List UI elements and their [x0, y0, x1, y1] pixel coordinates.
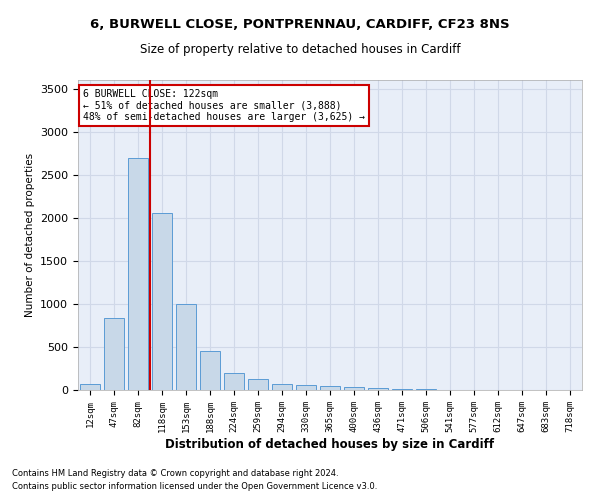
- X-axis label: Distribution of detached houses by size in Cardiff: Distribution of detached houses by size …: [166, 438, 494, 450]
- Bar: [392, 389, 412, 390]
- Bar: [104, 318, 124, 390]
- Text: Size of property relative to detached houses in Cardiff: Size of property relative to detached ho…: [140, 42, 460, 56]
- Bar: [152, 214, 172, 390]
- Bar: [128, 158, 148, 390]
- Bar: [200, 351, 220, 390]
- Bar: [296, 386, 316, 390]
- Text: Contains public sector information licensed under the Open Government Licence v3: Contains public sector information licen…: [12, 482, 377, 491]
- Bar: [176, 304, 196, 390]
- Text: Contains HM Land Registry data © Crown copyright and database right 2024.: Contains HM Land Registry data © Crown c…: [12, 468, 338, 477]
- Text: 6 BURWELL CLOSE: 122sqm
← 51% of detached houses are smaller (3,888)
48% of semi: 6 BURWELL CLOSE: 122sqm ← 51% of detache…: [83, 90, 365, 122]
- Bar: [272, 384, 292, 390]
- Bar: [320, 386, 340, 390]
- Y-axis label: Number of detached properties: Number of detached properties: [25, 153, 35, 317]
- Bar: [248, 379, 268, 390]
- Bar: [80, 384, 100, 390]
- Bar: [368, 388, 388, 390]
- Text: 6, BURWELL CLOSE, PONTPRENNAU, CARDIFF, CF23 8NS: 6, BURWELL CLOSE, PONTPRENNAU, CARDIFF, …: [90, 18, 510, 30]
- Bar: [224, 373, 244, 390]
- Bar: [344, 388, 364, 390]
